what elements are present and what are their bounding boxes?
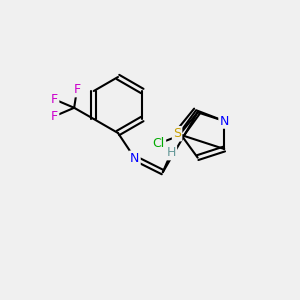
Text: N: N [220,115,229,128]
Text: F: F [51,93,58,106]
Text: F: F [51,110,58,123]
Text: N: N [130,152,140,165]
Text: S: S [173,127,181,140]
Text: H: H [167,146,176,159]
Text: F: F [74,83,80,96]
Text: Cl: Cl [153,137,165,150]
